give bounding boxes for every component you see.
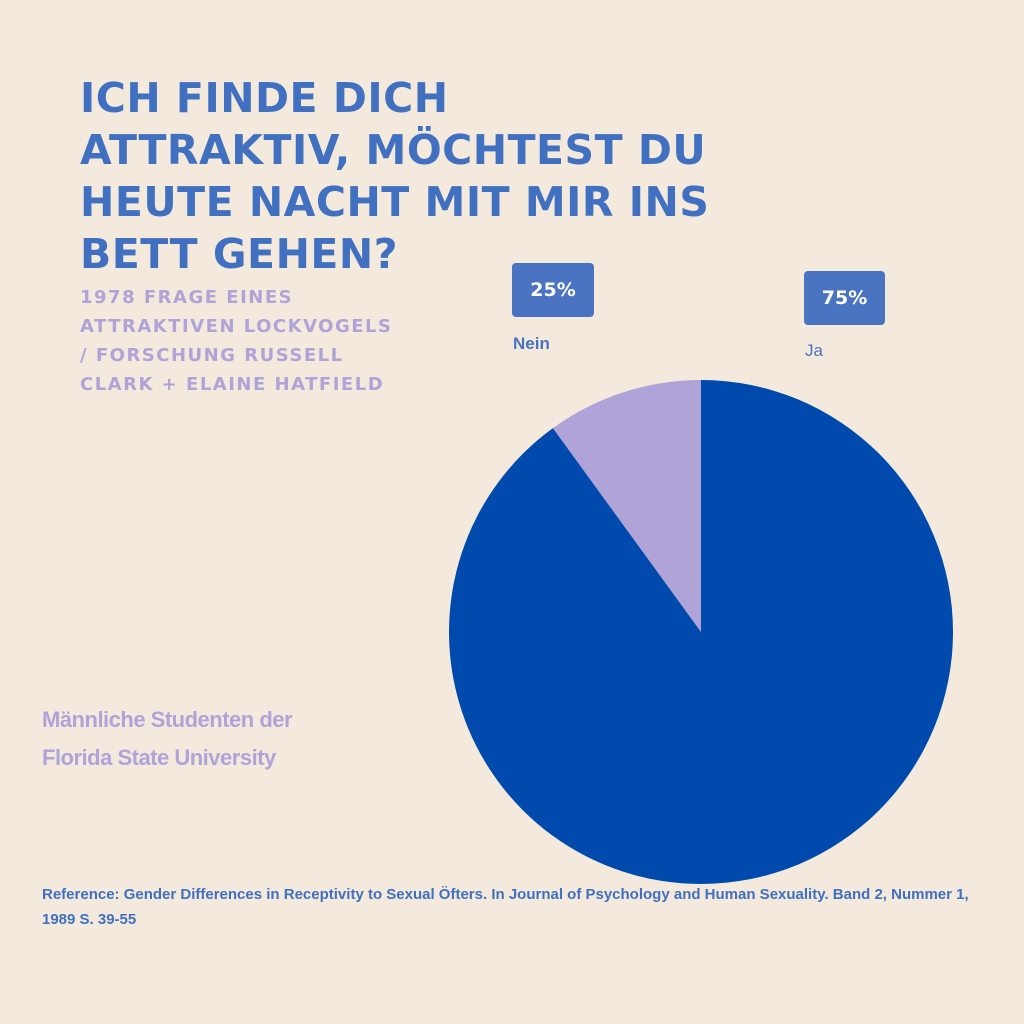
pie-slice-2 — [701, 380, 953, 884]
pie-slice-0 — [552, 380, 701, 632]
pie-slice-1 — [449, 428, 701, 884]
ja-category-label: Ja — [805, 341, 823, 360]
ja-percent-badge: 75% — [804, 271, 885, 325]
nein-percent-badge: 25% — [512, 263, 594, 317]
chart-subtitle: 1978 Frage eines attraktiven Lockvogels … — [80, 287, 393, 395]
reference-note: Reference: Gender Differences in Recepti… — [42, 886, 969, 928]
chart-title: Ich finde dich attraktiv, möchtest du he… — [80, 74, 710, 278]
nein-category-label: Nein — [513, 334, 550, 353]
group-label: Männliche Studenten der Florida State Un… — [42, 707, 293, 770]
